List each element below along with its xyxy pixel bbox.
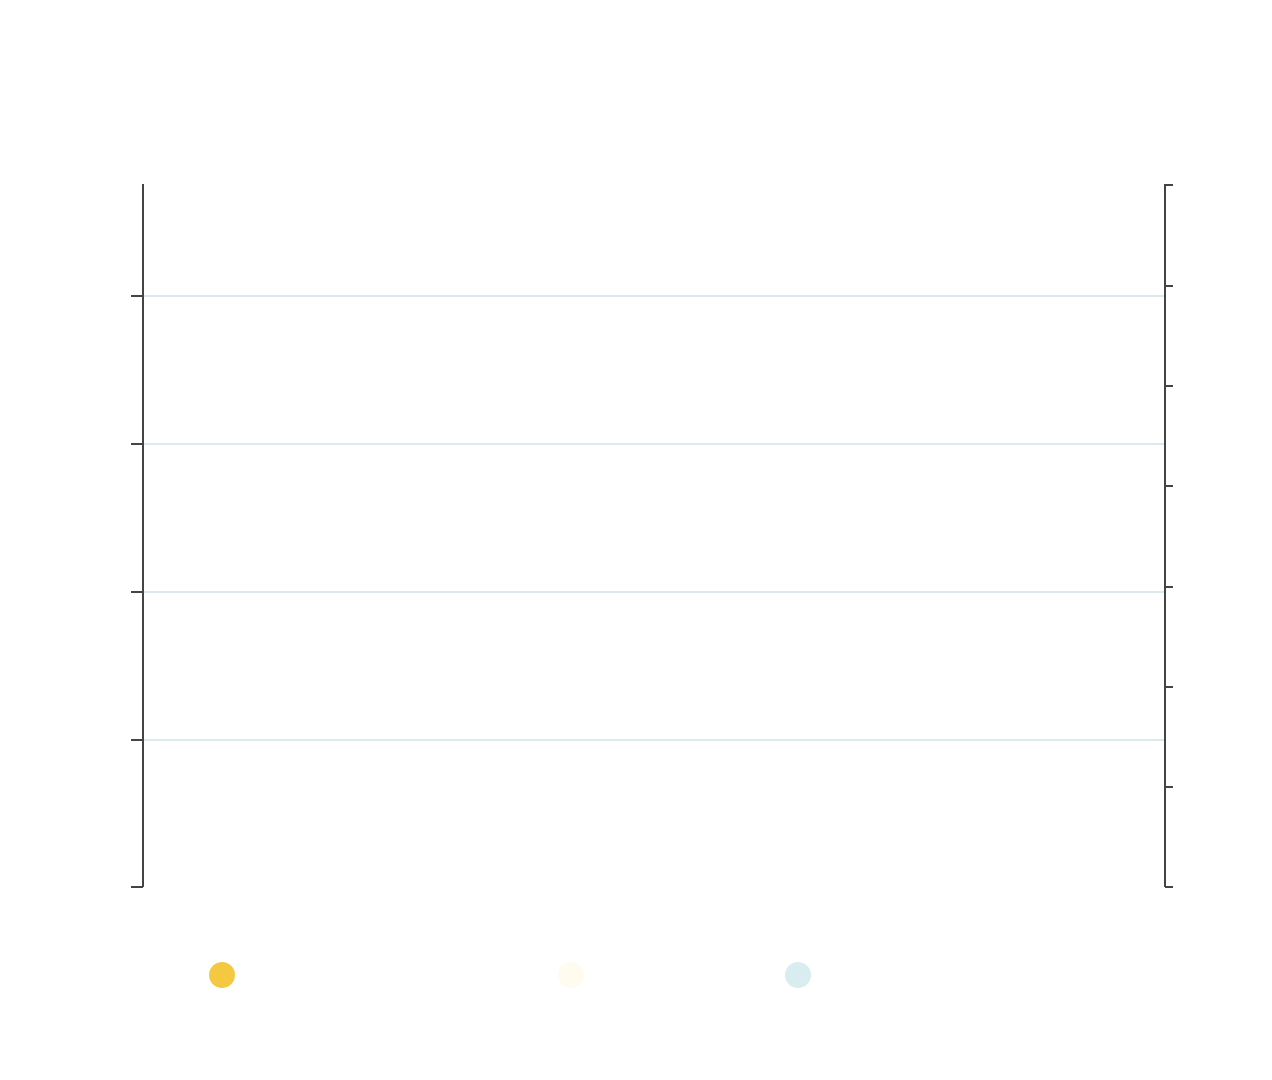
legend-marker [558, 962, 584, 988]
legend-marker [209, 962, 235, 988]
legend [209, 962, 811, 988]
gridlines [143, 295, 1165, 741]
legend-item[interactable] [785, 962, 811, 988]
plot-area [131, 184, 1173, 888]
left-y-axis [131, 184, 144, 888]
legend-marker [785, 962, 811, 988]
legend-item[interactable] [558, 962, 584, 988]
legend-item[interactable] [209, 962, 235, 988]
right-y-axis [1164, 184, 1173, 888]
